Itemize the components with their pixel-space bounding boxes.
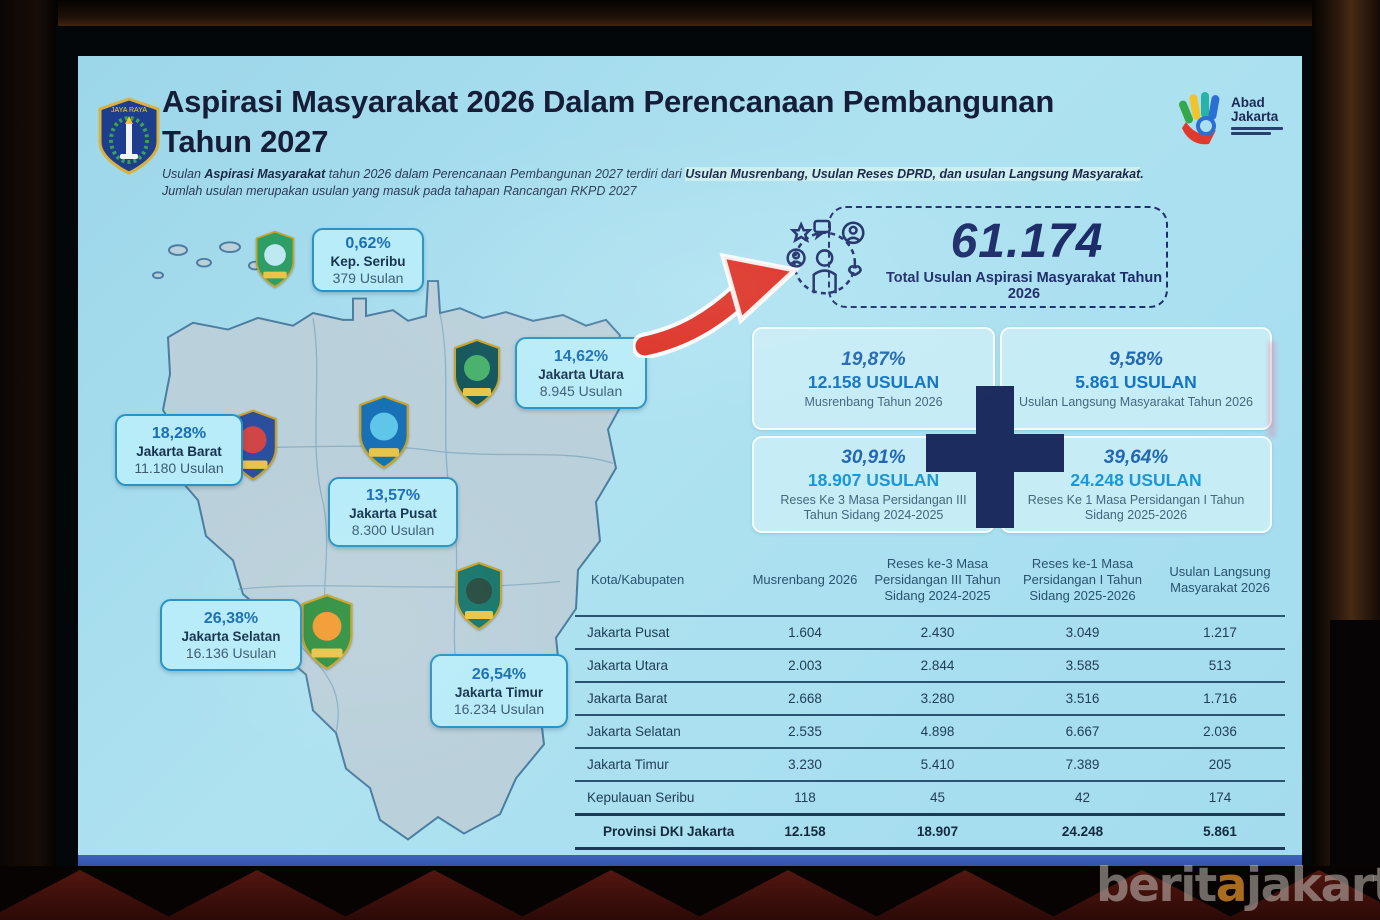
jakarta-selatan-emblem-icon bbox=[301, 594, 353, 670]
jakarta-pusat-emblem-icon bbox=[359, 395, 409, 469]
table-cell: 24.248 bbox=[1010, 813, 1155, 850]
map-label-jakarta-selatan: 26,38% Jakarta Selatan 16.136 Usulan bbox=[160, 599, 302, 671]
table-cell: 5.410 bbox=[865, 747, 1010, 781]
table-header: Musrenbang 2026 bbox=[752, 572, 858, 587]
red-arrow-icon bbox=[633, 252, 801, 358]
brand-line2: Jakarta bbox=[1231, 109, 1279, 124]
table-cell: 2.036 bbox=[1155, 714, 1285, 748]
map-label-jakarta-timur: 26,54% Jakarta Timur 16.234 Usulan bbox=[430, 654, 568, 728]
total-usulan-box: 61.174 Total Usulan Aspirasi Masyarakat … bbox=[786, 206, 1168, 308]
table-cell: Kepulauan Seribu bbox=[575, 780, 745, 815]
table-cell: Provinsi DKI Jakarta bbox=[575, 813, 745, 850]
brand-tagline-bars bbox=[1231, 127, 1283, 135]
map-label-jakarta-utara: 14,62% Jakarta Utara 8.945 Usulan bbox=[515, 337, 647, 409]
table-header: Reses ke-1 Masa Persidangan I Tahun Sida… bbox=[1022, 556, 1143, 603]
table-cell: Jakarta Selatan bbox=[575, 714, 745, 748]
room-frame-left bbox=[0, 0, 58, 920]
table-cell: 5.861 bbox=[1155, 813, 1285, 850]
dki-jakarta-emblem-icon: JAYA RAYA bbox=[98, 97, 160, 175]
slide-subtitle: Usulan Aspirasi Masyarakat tahun 2026 da… bbox=[162, 167, 1144, 198]
abad-jakarta-hand-icon bbox=[1179, 92, 1220, 145]
stat-card-reses-3: 30,91% 18.907 USULAN Reses Ke 3 Masa Per… bbox=[752, 436, 995, 533]
table-cell: 12.158 bbox=[745, 813, 865, 850]
map-label-jakarta-barat: 18,28% Jakarta Barat 11.180 Usulan bbox=[115, 414, 243, 486]
table-row: Jakarta Timur 3.230 5.410 7.389 205 bbox=[575, 747, 1285, 781]
usulan-table: Kota/Kabupaten Musrenbang 2026 Reses ke-… bbox=[575, 545, 1285, 850]
table-cell: 3.585 bbox=[1010, 648, 1155, 682]
jakarta-timur-emblem-icon bbox=[456, 561, 502, 631]
table-row: Kepulauan Seribu 118 45 42 174 bbox=[575, 780, 1285, 815]
jakarta-utara-emblem-icon bbox=[454, 338, 500, 408]
table-cell: 2.668 bbox=[745, 681, 865, 715]
seat-back-shape bbox=[870, 870, 1060, 920]
table-cell: 2.003 bbox=[745, 648, 865, 682]
table-cell: 6.667 bbox=[1010, 714, 1155, 748]
brand-line1: Abad bbox=[1231, 95, 1265, 110]
table-cell: 3.049 bbox=[1010, 615, 1155, 649]
table-cell: 18.907 bbox=[865, 813, 1010, 850]
table-cell: 42 bbox=[1010, 780, 1155, 815]
table-total-row: Provinsi DKI Jakarta 12.158 18.907 24.24… bbox=[575, 813, 1285, 850]
beritajakarta-watermark: beritajakarta bbox=[1096, 858, 1380, 913]
seat-back-shape bbox=[339, 870, 529, 920]
table-cell: 2.844 bbox=[865, 648, 1010, 682]
kep-seribu-emblem-icon bbox=[255, 230, 295, 288]
table-cell: 205 bbox=[1155, 747, 1285, 781]
map-label-kep-seribu: 0,62% Kep. Seribu 379 Usulan bbox=[312, 228, 424, 292]
community-people-icon bbox=[786, 219, 865, 295]
seat-back-shape bbox=[516, 870, 706, 920]
table-cell: 1.716 bbox=[1155, 681, 1285, 715]
table-cell: 513 bbox=[1155, 648, 1285, 682]
table-header: Usulan Langsung Masyarakat 2026 bbox=[1169, 564, 1271, 595]
table-cell: 3.516 bbox=[1010, 681, 1155, 715]
table-cell: 3.280 bbox=[865, 681, 1010, 715]
table-cell: 1.217 bbox=[1155, 615, 1285, 649]
svg-text:JAYA RAYA: JAYA RAYA bbox=[111, 107, 147, 114]
slide-title: Aspirasi Masyarakat 2026 Dalam Perencana… bbox=[162, 84, 1055, 159]
foreground-seats bbox=[0, 866, 1380, 920]
table-row: Jakarta Selatan 2.535 4.898 6.667 2.036 bbox=[575, 714, 1285, 748]
table-cell: 45 bbox=[865, 780, 1010, 815]
table-cell: Jakarta Barat bbox=[575, 681, 745, 715]
seat-back-shape bbox=[162, 870, 352, 920]
table-row: Jakarta Barat 2.668 3.280 3.516 1.716 bbox=[575, 681, 1285, 715]
table-cell: 118 bbox=[745, 780, 865, 815]
plus-sign-icon bbox=[926, 434, 1064, 472]
table-cell: Jakarta Utara bbox=[575, 648, 745, 682]
map-label-jakarta-pusat: 13,57% Jakarta Pusat 8.300 Usulan bbox=[328, 477, 458, 547]
total-usulan-label: Total Usulan Aspirasi Masyarakat Tahun 2… bbox=[885, 270, 1163, 302]
table-header: Reses ke-3 Masa Persidangan III Tahun Si… bbox=[874, 556, 1001, 603]
seat-back-shape bbox=[0, 870, 175, 920]
stat-card-usulan-langsung: 9,58% 5.861 USULAN Usulan Langsung Masya… bbox=[1000, 327, 1272, 430]
table-cell: 174 bbox=[1155, 780, 1285, 815]
stat-card-reses-1: 39,64% 24.248 USULAN Reses Ke 1 Masa Per… bbox=[1000, 436, 1272, 533]
seat-back-shape bbox=[693, 870, 883, 920]
table-cell: 4.898 bbox=[865, 714, 1010, 748]
table-row: Jakarta Utara 2.003 2.844 3.585 513 bbox=[575, 648, 1285, 682]
presentation-slide: JAYA RAYA Aspirasi Masyarakat 2026 Dalam… bbox=[78, 56, 1302, 876]
stat-card-musrenbang: 19,87% 12.158 USULAN Musrenbang Tahun 20… bbox=[752, 327, 995, 430]
table-header: Kota/Kabupaten bbox=[591, 572, 685, 587]
abad-jakarta-logo: Abad Jakarta bbox=[1176, 88, 1283, 148]
screen-reflection bbox=[1268, 342, 1276, 437]
table-header-row: Kota/Kabupaten Musrenbang 2026 Reses ke-… bbox=[575, 545, 1285, 616]
table-cell: 1.604 bbox=[745, 615, 865, 649]
table-row: Jakarta Pusat 1.604 2.430 3.049 1.217 bbox=[575, 615, 1285, 649]
total-usulan-value: 61.174 bbox=[950, 215, 1104, 268]
table-cell: Jakarta Timur bbox=[575, 747, 745, 781]
table-cell: 2.430 bbox=[865, 615, 1010, 649]
table-cell: 2.535 bbox=[745, 714, 865, 748]
table-cell: 7.389 bbox=[1010, 747, 1155, 781]
table-cell: Jakarta Pusat bbox=[575, 615, 745, 649]
table-cell: 3.230 bbox=[745, 747, 865, 781]
